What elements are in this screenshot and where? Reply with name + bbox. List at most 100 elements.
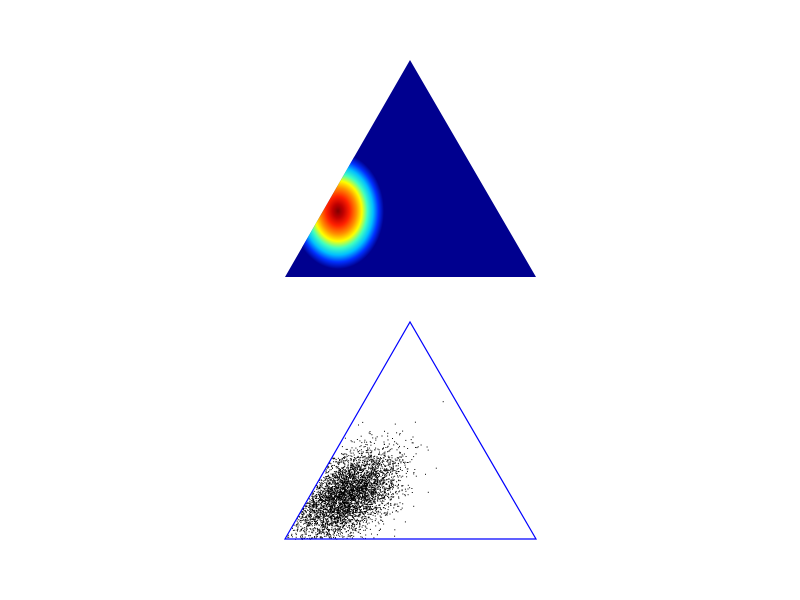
sample-point <box>343 482 345 484</box>
sample-point <box>387 432 389 434</box>
sample-point <box>328 521 330 523</box>
sample-point <box>308 522 309 524</box>
sample-point <box>327 492 329 494</box>
sample-point <box>314 520 316 522</box>
sample-point <box>311 495 313 497</box>
sample-point <box>363 481 365 483</box>
sample-point <box>329 523 331 524</box>
sample-point <box>395 470 397 472</box>
sample-point <box>364 511 366 512</box>
sample-point <box>393 496 395 498</box>
sample-point <box>366 486 368 488</box>
sample-point <box>397 476 399 478</box>
sample-point <box>345 511 347 513</box>
sample-point <box>366 523 368 525</box>
sample-point <box>388 450 390 452</box>
sample-point <box>328 504 330 506</box>
sample-point <box>364 462 365 464</box>
sample-point <box>374 480 376 482</box>
sample-point <box>367 496 369 498</box>
sample-point <box>347 526 349 528</box>
sample-point <box>381 495 383 497</box>
sample-point <box>351 527 352 529</box>
sample-point <box>331 483 333 485</box>
sample-point <box>371 508 373 510</box>
sample-point <box>332 480 334 482</box>
sample-point <box>383 477 384 479</box>
sample-point <box>332 521 334 523</box>
sample-point <box>398 460 400 462</box>
sample-point <box>378 488 380 490</box>
sample-point <box>349 496 351 498</box>
sample-point <box>385 495 387 497</box>
sample-point <box>304 531 306 533</box>
sample-point <box>314 490 316 492</box>
sample-point <box>351 464 353 466</box>
sample-point <box>354 492 356 494</box>
sample-point <box>365 517 367 519</box>
sample-point <box>392 476 394 478</box>
sample-point <box>354 467 356 469</box>
sample-point <box>360 506 362 507</box>
sample-point <box>311 523 313 525</box>
sample-point <box>326 505 327 507</box>
sample-point <box>331 510 333 512</box>
sample-point <box>312 498 314 500</box>
sample-point <box>360 479 362 481</box>
sample-point <box>332 486 334 487</box>
sample-point <box>404 464 406 466</box>
sample-point <box>313 503 315 505</box>
sample-point <box>372 471 374 473</box>
sample-point <box>334 506 336 507</box>
sample-point <box>379 471 381 473</box>
sample-point <box>360 477 362 479</box>
sample-point <box>371 492 373 494</box>
sample-point <box>335 479 337 481</box>
sample-point <box>335 506 337 508</box>
sample-point <box>301 513 303 515</box>
sample-point <box>297 528 299 530</box>
sample-point <box>363 507 365 509</box>
sample-point <box>326 519 328 521</box>
sample-point <box>324 479 326 481</box>
sample-point <box>325 511 327 513</box>
sample-point <box>342 487 344 488</box>
sample-point <box>329 529 331 531</box>
sample-point <box>321 528 323 530</box>
sample-point <box>346 476 348 478</box>
sample-point <box>342 514 344 516</box>
sample-point <box>351 496 353 498</box>
sample-point <box>376 436 378 438</box>
sample-point <box>374 499 376 501</box>
sample-point <box>358 493 360 495</box>
sample-point <box>310 515 312 517</box>
sample-point <box>383 460 385 462</box>
sample-point <box>341 467 343 469</box>
sample-point <box>372 475 374 477</box>
sample-point <box>375 491 377 493</box>
sample-point <box>347 482 349 484</box>
sample-point <box>405 439 407 441</box>
sample-point <box>328 516 330 518</box>
sample-point <box>367 495 369 497</box>
sample-point <box>374 465 376 467</box>
sample-point <box>327 511 329 512</box>
sample-point <box>321 496 323 498</box>
sample-point <box>338 516 340 518</box>
sample-point <box>350 486 351 488</box>
sample-point <box>368 432 370 434</box>
sample-point <box>369 528 371 530</box>
sample-point <box>337 487 339 488</box>
sample-point <box>317 530 319 532</box>
sample-point <box>330 494 332 496</box>
sample-point <box>334 489 336 491</box>
sample-point <box>303 513 304 515</box>
sample-point <box>337 497 339 499</box>
sample-point <box>366 490 368 492</box>
sample-point <box>359 486 361 488</box>
sample-point <box>369 476 371 478</box>
sample-point <box>374 481 376 483</box>
sample-point <box>345 531 347 533</box>
sample-point <box>366 483 368 485</box>
sample-point <box>402 475 404 477</box>
